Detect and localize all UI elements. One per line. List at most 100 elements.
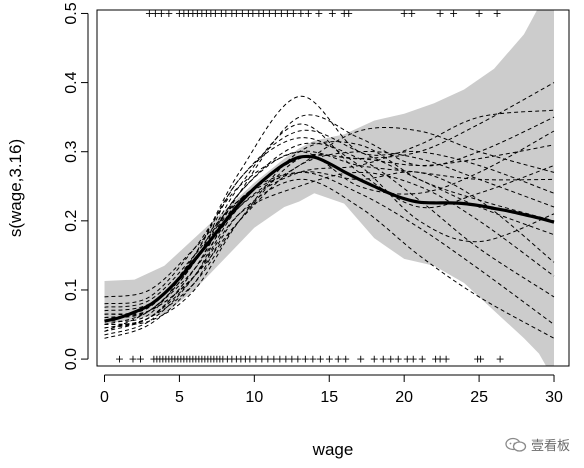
rug-marker-top: + (197, 7, 206, 20)
rug-marker-top: + (232, 7, 241, 20)
rug-marker-top: + (206, 7, 215, 20)
rug-marker-top: + (151, 7, 160, 20)
rug-marker-bottom: + (251, 353, 260, 366)
rug-marker-bottom: + (167, 353, 176, 366)
rug-marker-bottom: + (209, 353, 218, 366)
rug-marker-bottom: + (356, 353, 365, 366)
rug-marker-top: + (179, 7, 188, 20)
rug-marker-bottom: + (308, 353, 317, 366)
rug-marker-bottom: + (212, 353, 221, 366)
rug-marker-bottom: + (194, 353, 203, 366)
rug-marker-top: + (211, 7, 220, 20)
rug-marker-top: + (289, 7, 298, 20)
sample-curve (104, 178, 555, 339)
rug-marker-top: + (193, 7, 202, 20)
rug-marker-bottom: + (115, 353, 124, 366)
y-tick-label: 0.3 (63, 140, 80, 162)
rug-marker-bottom: + (293, 353, 302, 366)
rug-marker-bottom: + (431, 353, 440, 366)
rug-marker-bottom: + (223, 353, 232, 366)
rug-marker-top: + (259, 7, 268, 20)
rug-marker-bottom: + (386, 353, 395, 366)
y-tick-label: 0.0 (63, 348, 80, 370)
rug-marker-top: + (314, 7, 323, 20)
rug-marker-top: + (277, 7, 286, 20)
rug-marker-bottom: + (155, 353, 164, 366)
rug-marker-top: + (238, 7, 247, 20)
sample-curve (104, 130, 555, 329)
rug-marker-bottom: + (232, 353, 241, 366)
rug-marker-bottom: + (179, 353, 188, 366)
rug-marker-top: + (271, 7, 280, 20)
rug-marker-top: + (217, 7, 226, 20)
rug-marker-top: + (227, 7, 236, 20)
rug-marker-bottom: + (203, 353, 212, 366)
rug-marker-bottom: + (152, 353, 161, 366)
rug-marker-bottom: + (200, 353, 209, 366)
rug-marker-top: + (492, 7, 501, 20)
rug-marker-top: + (202, 7, 211, 20)
rug-marker-top: + (188, 7, 197, 20)
rug-marker-bottom: + (182, 353, 191, 366)
y-tick-label: 0.2 (63, 210, 80, 232)
rug-marker-bottom: + (164, 353, 173, 366)
sample-curve (104, 171, 555, 308)
x-tick-label: 5 (175, 389, 184, 406)
rug-marker-top: + (157, 7, 166, 20)
watermark: 壹看板 (505, 435, 570, 454)
rug-marker-bottom: + (409, 353, 418, 366)
rug-marker-bottom: + (185, 353, 194, 366)
rug-marker-top: + (407, 7, 416, 20)
rug-marker-bottom: + (218, 353, 227, 366)
rug-marker-bottom: + (325, 353, 334, 366)
rug-marker-bottom: + (149, 353, 158, 366)
sample-curve (104, 127, 555, 332)
rug-marker-bottom: + (176, 353, 185, 366)
watermark-text: 壹看板 (530, 439, 570, 454)
x-tick-label: 0 (100, 389, 109, 406)
fitted-smooth-line (104, 154, 555, 323)
rug-marker-bottom: + (379, 353, 388, 366)
rug-marker-top: + (145, 7, 154, 20)
y-tick-label: 0.1 (63, 279, 80, 301)
rug-marker-bottom: + (275, 353, 284, 366)
rug-marker-bottom: + (281, 353, 290, 366)
x-tick-label: 20 (395, 389, 413, 406)
rug-marker-top: + (244, 7, 253, 20)
rug-marker-bottom: + (418, 353, 427, 366)
rug-marker-bottom: + (215, 353, 224, 366)
rug-marker-top: + (265, 7, 274, 20)
rug-marker-bottom: + (301, 353, 310, 366)
rug-marker-top: + (184, 7, 193, 20)
rug-marker-bottom: + (495, 353, 504, 366)
rug-marker-bottom: + (403, 353, 412, 366)
rug-marker-bottom: + (257, 353, 266, 366)
rug-marker-bottom: + (435, 353, 444, 366)
rug-marker-bottom: + (269, 353, 278, 366)
rug-marker-top: + (296, 7, 305, 20)
rug-marker-top: + (400, 7, 409, 20)
rug-marker-bottom: + (191, 353, 200, 366)
rug-marker-bottom: + (170, 353, 179, 366)
y-tick-label: 0.5 (63, 2, 80, 24)
rug-marker-bottom: + (334, 353, 343, 366)
rug-marker-bottom: + (245, 353, 254, 366)
rug-marker-bottom: + (473, 353, 482, 366)
x-tick-label: 30 (545, 389, 563, 406)
rug-marker-top: + (344, 7, 353, 20)
rug-marker-top: + (254, 7, 263, 20)
rug-marker-bottom: + (394, 353, 403, 366)
rug-marker-bottom: + (316, 353, 325, 366)
x-tick-label: 25 (470, 389, 488, 406)
rug-marker-bottom: + (370, 353, 379, 366)
rug-marker-bottom: + (188, 353, 197, 366)
rug-marker-top: + (328, 7, 337, 20)
sample-curve (104, 150, 555, 316)
rug-marker-top: + (221, 7, 230, 20)
rug-marker-top: + (474, 7, 483, 20)
rug-marker-bottom: + (476, 353, 485, 366)
rug-marker-bottom: + (227, 353, 236, 366)
rug-marker-bottom: + (287, 353, 296, 366)
rug-marker-bottom: + (197, 353, 206, 366)
